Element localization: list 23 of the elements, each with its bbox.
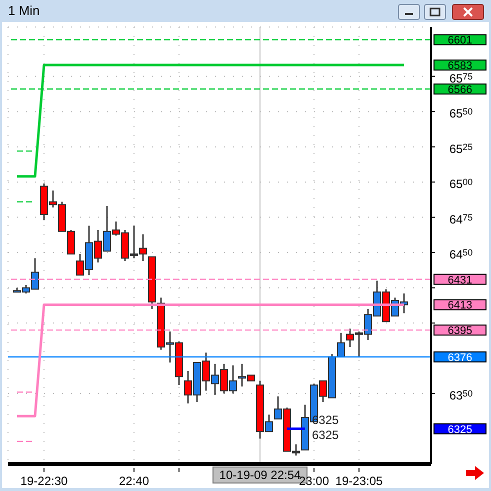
text: 6583 bbox=[448, 60, 472, 72]
ref-line-label: 6376 bbox=[448, 352, 472, 364]
y-tick-label: 63$^{50}$ bbox=[449, 388, 473, 403]
y-tick-label: 65$^{00}$ bbox=[449, 177, 473, 192]
ref-line-label: 6431 bbox=[448, 274, 472, 286]
y-tick-label: 65$^{50}$ bbox=[449, 106, 473, 121]
ref-line-label: 10-19-09 22:54 bbox=[219, 468, 302, 482]
y-tick-label: 65$^{75}$ bbox=[449, 71, 473, 86]
ref-line-label: 6601 bbox=[448, 34, 472, 47]
chart-title: 1 Min bbox=[8, 3, 40, 18]
text: 6413 bbox=[448, 300, 472, 312]
x-tick-label: 19-22:30 bbox=[20, 474, 68, 488]
y-tick-label: 64$^{50}$ bbox=[449, 248, 473, 262]
annotation: 6325 bbox=[312, 428, 340, 442]
candlestick bbox=[337, 332, 345, 358]
x-tick-label: 22:40 bbox=[118, 474, 150, 488]
ref-line-label: 6566 bbox=[448, 84, 472, 96]
ref-line-label: 6395 bbox=[448, 325, 472, 338]
x-tick-label: 19-23:05 bbox=[335, 474, 384, 488]
y-tick-label: 64$^{75}$ bbox=[449, 212, 473, 226]
y-tick-label: 65$^{25}$ bbox=[449, 142, 473, 156]
annotation: 6325 bbox=[312, 412, 340, 427]
text: 6325 bbox=[448, 424, 472, 436]
